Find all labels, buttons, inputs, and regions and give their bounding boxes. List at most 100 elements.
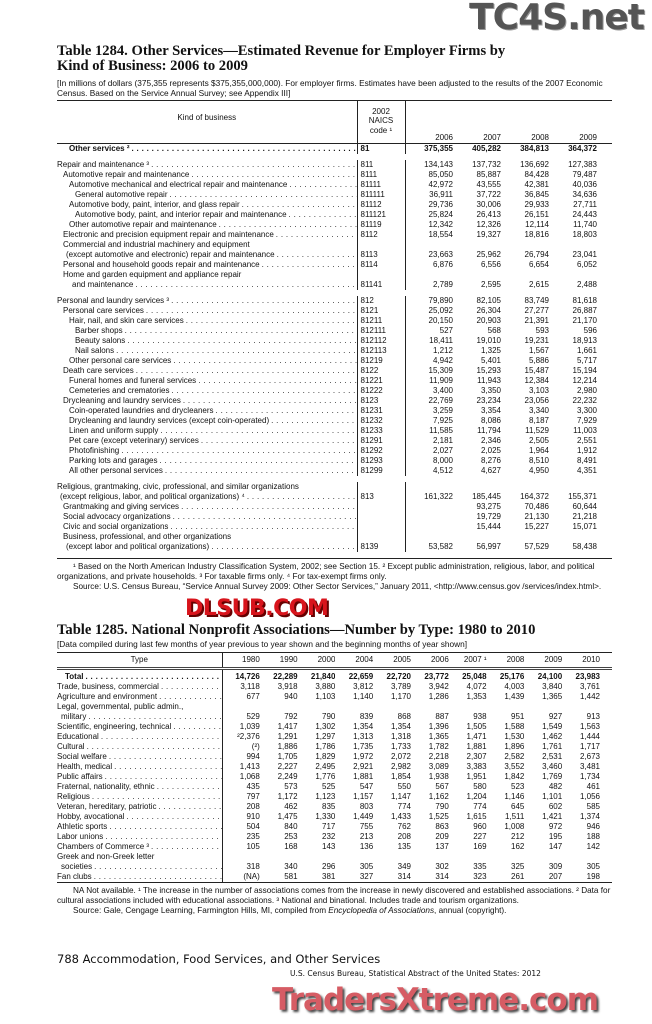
- row-label: Educational: [57, 732, 223, 742]
- value-cell: 142: [586, 842, 600, 851]
- value-cell: 4,072: [466, 682, 487, 691]
- value-cell: 25,824: [428, 210, 453, 219]
- value-cell: 1,008: [504, 822, 525, 831]
- row-label-text: Barber shops: [75, 326, 123, 335]
- value-cell: 762: [397, 822, 411, 831]
- value-cell: 15,444: [476, 522, 501, 531]
- table-row: Hobby, avocational 910 1,475 1,330 1,449 1,43…: [57, 812, 612, 822]
- naics-code: 81119: [356, 220, 406, 230]
- dot-leader: [277, 250, 357, 260]
- value-cell: 85,887: [476, 170, 501, 179]
- value-cell: 1,140: [353, 692, 374, 701]
- value-cell: 161,322: [424, 492, 453, 501]
- table-row: Personal care services 8121 25,092 26,304 27…: [57, 306, 612, 316]
- row-label: Barber shops: [57, 326, 357, 336]
- header-year: 1990: [279, 655, 298, 664]
- value-cell: 840: [284, 822, 298, 831]
- value-cell: [501, 240, 549, 250]
- value-cell: 18,554: [428, 230, 453, 239]
- header-type: Type: [57, 652, 223, 669]
- row-label-wrap: Agriculture and environment: [57, 692, 221, 702]
- table-1284-subtitle: [In millions of dollars (375,355 represe…: [57, 78, 603, 98]
- row-label-wrap: military: [57, 712, 221, 722]
- row-label: Personal and household goods repair and …: [57, 260, 357, 270]
- row-label: Automotive body, paint, interior, and gl…: [57, 200, 357, 210]
- value-cell: 2,789: [432, 280, 453, 289]
- row-label: Automotive body, paint, and interior rep…: [57, 210, 357, 220]
- row-label-wrap: Automotive body, paint, interior, and gl…: [57, 200, 357, 210]
- value-cell: 3,259: [432, 406, 453, 415]
- value-cell: 1,912: [576, 446, 597, 455]
- value-cell: 482: [548, 782, 563, 791]
- value-cell: 4,950: [528, 466, 549, 475]
- value-cell: 1,563: [579, 722, 600, 731]
- row-label: Legal, governmental, public admin.,: [57, 702, 223, 712]
- value-cell: [501, 270, 549, 280]
- value-cell: 40,036: [572, 180, 597, 189]
- value-cell: 1,297: [315, 732, 336, 741]
- source-text: , annual (copyright).: [434, 906, 507, 915]
- value-cell: 951: [511, 712, 525, 721]
- value-cell: [453, 482, 501, 492]
- row-label: Chambers of Commerce ³: [57, 842, 223, 852]
- value-cell: 677: [246, 692, 260, 701]
- row-label-text: Hobby, avocational: [57, 812, 125, 821]
- value-cell: 792: [284, 712, 298, 721]
- naics-code: 81111: [356, 180, 406, 190]
- value-cell: 1,471: [466, 732, 487, 741]
- row-label: Hobby, avocational: [57, 812, 223, 822]
- dot-leader: [247, 492, 357, 502]
- table-row: Greek and non-Greek letter: [57, 852, 612, 862]
- value-cell: 938: [473, 712, 487, 721]
- dot-leader: [87, 742, 221, 752]
- value-cell: 1,449: [353, 812, 374, 821]
- value-cell: 2,673: [579, 752, 600, 761]
- table-row: military 529 792 790 839 868 887 938 951 927 913: [57, 712, 612, 722]
- value-cell: 5,717: [576, 356, 597, 365]
- value-cell: 198: [586, 872, 600, 881]
- value-cell: 302: [435, 862, 449, 871]
- table-row: Personal and laundry services ³ 812 79,890…: [57, 296, 612, 306]
- value-cell: 27,711: [573, 200, 597, 209]
- spacer: [597, 101, 612, 144]
- value-cell: 2,982: [390, 762, 411, 771]
- value-cell: 2,072: [390, 752, 411, 761]
- value-cell: 1,964: [528, 446, 549, 455]
- dot-leader: [125, 326, 357, 336]
- row-label-wrap: Barber shops: [57, 326, 357, 336]
- row-label-wrap: Chambers of Commerce ³: [57, 842, 221, 852]
- value-cell: 23,056: [524, 396, 549, 405]
- table-row: Total 14,726 22,289 21,840 22,659 22,720 23,77…: [57, 668, 612, 682]
- row-label-text: (except automotive and electronic) repai…: [66, 250, 275, 259]
- value-cell: 1,530: [504, 732, 525, 741]
- value-cell: 1,354: [353, 722, 374, 731]
- value-cell: 42,972: [428, 180, 453, 189]
- value-cell: 8,000: [432, 456, 453, 465]
- value-cell: 18,816: [524, 230, 549, 239]
- value-cell: [524, 702, 562, 712]
- value-cell: 1,123: [315, 792, 336, 801]
- naics-code: 811: [356, 160, 406, 170]
- value-cell: 1,511: [504, 812, 525, 821]
- table-row: Repair and maintenance ³ 811 134,143 137,73…: [57, 160, 612, 170]
- value-cell: 134,143: [424, 160, 453, 169]
- naics-code: 81293: [356, 456, 406, 466]
- header-year: 2006: [430, 655, 449, 664]
- value-cell: 21,391: [524, 316, 549, 325]
- value-cell: 755: [359, 822, 374, 831]
- row-label-wrap: Photofinishing: [57, 446, 357, 456]
- value-cell: 14,726: [235, 672, 260, 681]
- value-cell: 1,734: [579, 772, 600, 781]
- value-cell: 2,531: [542, 752, 563, 761]
- row-label: military: [57, 712, 223, 722]
- value-cell: 323: [473, 872, 487, 881]
- row-label-wrap: Civic and social organizations: [57, 522, 357, 532]
- dot-leader: [126, 812, 221, 822]
- value-cell: 1,442: [579, 692, 600, 701]
- value-cell: 137,732: [472, 160, 501, 169]
- value-cell: [411, 702, 449, 712]
- row-label: Drycleaning and laundry services (except…: [57, 416, 357, 426]
- row-label: Civic and social organizations: [57, 522, 357, 532]
- value-cell: 168: [284, 842, 298, 851]
- value-cell: 60,644: [572, 502, 597, 511]
